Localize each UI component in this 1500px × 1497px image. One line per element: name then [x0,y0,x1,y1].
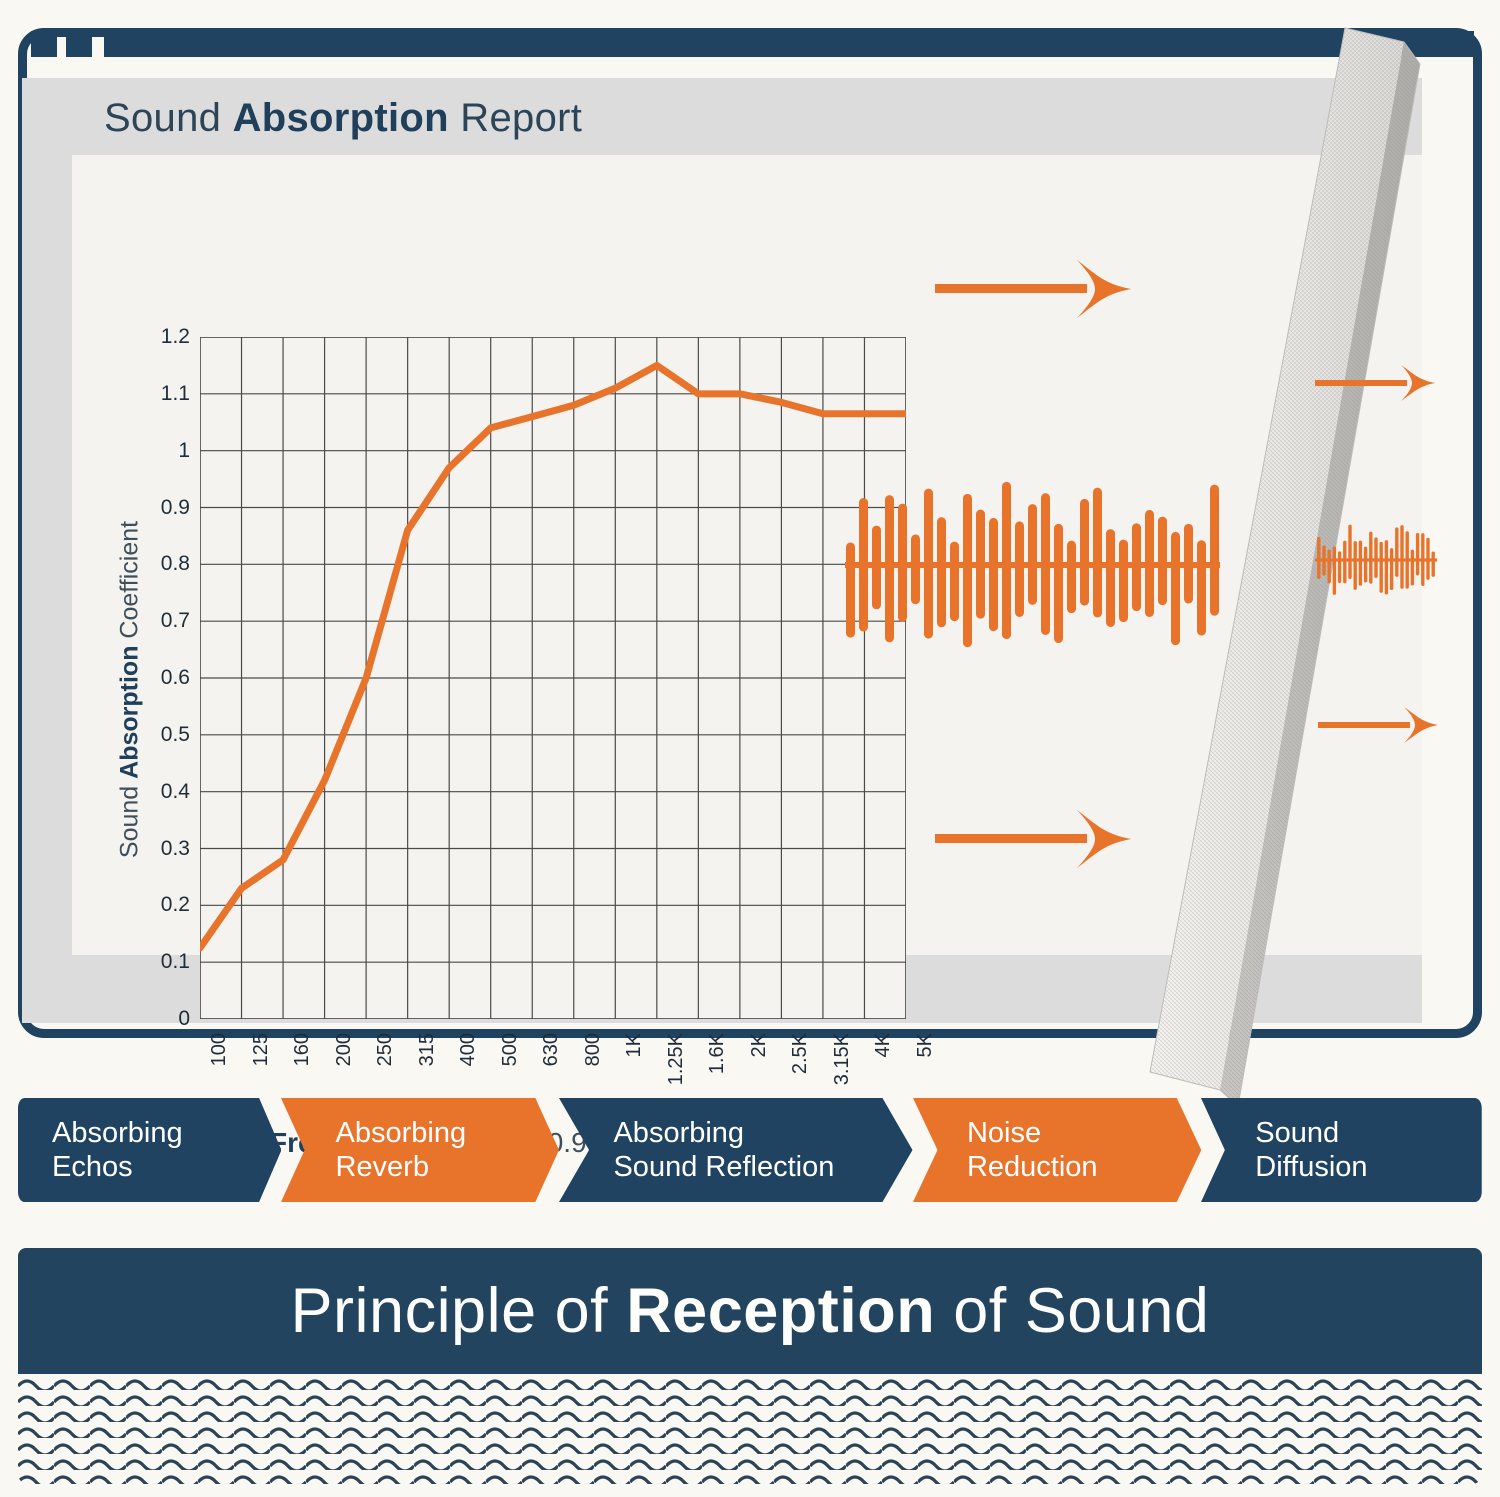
x-axis-tick: 1K [623,1033,646,1058]
chart-series-line [200,361,906,952]
y-axis-tick: 0.5 [160,722,190,746]
report-title-prefix: Sound [104,96,233,140]
wave-pattern-svg [18,1374,1482,1484]
bottom-banner-title: Principle of Reception of Sound [291,1275,1210,1347]
x-axis-tick: 1.25K [664,1033,687,1086]
sound-arrow-in-bottom-icon [935,810,1131,868]
chip-absorbing-reverb[interactable]: Absorbing Reverb [281,1098,560,1202]
x-axis-tick: 400 [457,1033,480,1067]
y-axis-tick: 0 [178,1007,190,1030]
y-axis-tick: 0.6 [160,666,190,689]
x-axis-tick: 2.5K [789,1033,812,1075]
chip-noise-reduction[interactable]: Noise Reduction [912,1098,1202,1202]
x-axis-tick: 125 [249,1033,272,1067]
waveform-attenuated-icon [1315,524,1437,595]
chip-background [18,1098,282,1202]
x-axis-tick: 160 [291,1033,314,1067]
banner-suffix: of Sound [935,1276,1210,1346]
chart-gridlines [200,337,906,1019]
chip-label: Sound Diffusion [1255,1116,1368,1183]
chip-background [912,1098,1202,1202]
chip-background [559,1098,913,1202]
sound-arrow-out-top-icon [1315,365,1435,401]
feature-chip-row: Absorbing Echos Absorbing Reverb Absorbing… [18,1098,1482,1202]
y-axis-tick: 0.3 [160,836,190,860]
x-axis-tick: 315 [415,1033,438,1067]
chip-label: Absorbing Sound Reflection [613,1116,835,1183]
y-axis-tick: 0.2 [160,893,190,917]
banner-bold: Reception [626,1276,936,1346]
chip-background [281,1098,560,1202]
chip-sound-diffusion[interactable]: Sound Diffusion [1201,1098,1482,1202]
chip-label: Noise Reduction [966,1116,1098,1183]
chip-label: Absorbing Echos [52,1116,183,1183]
y-axis-tick: 0.1 [160,950,190,974]
y-axis-label-bold: Absorption [115,645,144,779]
y-axis-tick: 1.2 [160,325,190,348]
x-axis-tick: 500 [498,1033,521,1067]
wave-pattern-strip [18,1374,1482,1484]
report-title-suffix: Report [448,96,583,140]
x-axis-tick: 3.15K [830,1033,853,1086]
y-axis-tick: 1.1 [160,381,190,405]
x-axis-tick: 100 [208,1033,230,1067]
x-axis-tick: 1.6K [706,1033,729,1075]
y-axis-label: Sound Absorption Coefficient [116,430,145,950]
x-axis-tick: 250 [374,1033,397,1067]
absorption-line-chart: 0 0.1 0.2 0.3 0.4 0.5 0.6 0.7 0.8 0.9 1 1.1 1.2 100 1… [161,325,936,1085]
sound-arrow-in-top-icon [935,260,1131,318]
sound-arrow-out-bottom-icon [1318,707,1438,743]
report-title: Sound Absorption Report [104,96,582,141]
x-axis-tick: 800 [581,1033,604,1067]
y-axis-label-prefix: Sound [115,778,144,859]
y-axis-tick: 1 [178,438,190,462]
chip-absorbing-sound-reflection[interactable]: Absorbing Sound Reflection [559,1098,913,1202]
bottom-banner: Principle of Reception of Sound [18,1248,1482,1374]
chip-background [1201,1098,1482,1202]
banner-prefix: Principle of [290,1276,627,1346]
y-axis-tick: 0.9 [160,495,190,519]
x-axis-tick: 2K [747,1033,770,1058]
chip-absorbing-echos[interactable]: Absorbing Echos [18,1098,282,1202]
y-axis-label-suffix: Coefficient [115,520,144,646]
x-axis-tick: 200 [332,1033,355,1067]
report-title-bold: Absorption [232,96,449,140]
x-axis-tick: 4K [872,1033,895,1058]
y-axis-tick: 0.7 [160,609,190,633]
chip-label: Absorbing Reverb [335,1116,467,1183]
y-axis-tick: 0.8 [160,552,190,576]
y-axis-tick: 0.4 [160,779,190,803]
waveform-incoming-icon [845,481,1220,648]
x-axis-tick: 5K [914,1033,936,1058]
x-axis-tick: 630 [540,1033,563,1067]
